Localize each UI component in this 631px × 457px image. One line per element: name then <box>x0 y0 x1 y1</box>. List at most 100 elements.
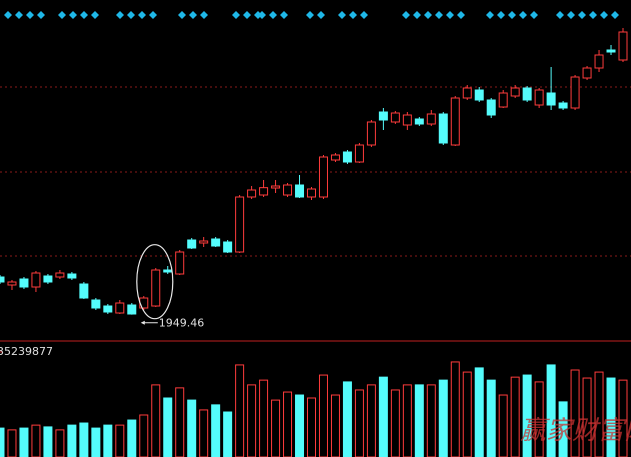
annotation-arrowhead <box>140 320 145 325</box>
candle-body <box>498 92 508 108</box>
candle-body <box>103 305 113 313</box>
candle-body <box>390 112 400 123</box>
signal-diamond <box>243 11 251 19</box>
candle-body <box>378 111 388 121</box>
signal-diamond <box>338 11 346 19</box>
signal-diamond <box>424 11 432 19</box>
candle-body <box>522 87 532 101</box>
signal-diamond <box>232 11 240 19</box>
signal-diamond <box>269 11 277 19</box>
volume-bar <box>582 377 592 457</box>
candle-body <box>438 113 448 144</box>
volume-bar <box>283 391 293 457</box>
signal-diamond <box>116 11 124 19</box>
candle-body <box>582 67 592 79</box>
candle-body <box>558 102 568 109</box>
candle-body <box>79 283 89 299</box>
candle-body <box>534 89 544 106</box>
candle-body <box>330 154 340 161</box>
candle-body <box>0 276 5 283</box>
candle-body <box>283 184 293 196</box>
signal-diamond <box>556 11 564 19</box>
y-tick-label: 35239877 <box>0 345 53 358</box>
volume-bar <box>223 411 233 457</box>
candle-body <box>55 272 65 278</box>
signal-diamond <box>189 11 197 19</box>
candle-body <box>67 273 77 279</box>
candle-body <box>175 251 185 275</box>
signal-diamond <box>349 11 357 19</box>
signal-diamond <box>457 11 465 19</box>
volume-bar <box>486 379 496 457</box>
volume-bar <box>199 409 209 457</box>
signal-diamond <box>508 11 516 19</box>
volume-bar <box>259 379 269 457</box>
signal-diamond <box>413 11 421 19</box>
signal-diamond <box>446 11 454 19</box>
volume-bar <box>522 374 532 457</box>
volume-bar <box>450 361 460 457</box>
volume-bar <box>139 414 149 457</box>
volume-bar <box>426 384 436 457</box>
volume-bar <box>187 399 197 457</box>
watermark: 赢家财富网 <box>520 416 631 446</box>
volume-bar <box>115 424 125 457</box>
candle-body <box>247 189 257 198</box>
signal-diamond <box>91 11 99 19</box>
signal-diamond <box>149 11 157 19</box>
signal-diamond <box>589 11 597 19</box>
signal-diamond <box>69 11 77 19</box>
candle-body <box>7 281 17 286</box>
signal-diamond <box>306 11 314 19</box>
signal-diamond <box>258 11 266 19</box>
volume-bar <box>330 394 340 457</box>
volume-bar <box>127 419 137 457</box>
volume-bar <box>414 384 424 457</box>
signal-row <box>4 11 619 19</box>
volume-bar <box>79 422 89 457</box>
signal-diamond <box>567 11 575 19</box>
signal-diamond <box>402 11 410 19</box>
highlight-circle <box>136 244 174 320</box>
volume-bar <box>0 427 5 457</box>
volume-bar <box>318 374 328 457</box>
candle-body <box>91 299 101 309</box>
signal-diamond <box>486 11 494 19</box>
volume-bar <box>91 427 101 457</box>
volume-bar <box>67 424 77 457</box>
candle-body <box>426 113 436 125</box>
candle-body <box>199 240 209 244</box>
signal-diamond <box>138 11 146 19</box>
candle-body <box>295 184 305 198</box>
candle-body <box>450 97 460 146</box>
volume-bar <box>19 427 29 457</box>
volume-bar <box>618 379 628 457</box>
signal-diamond <box>37 11 45 19</box>
candle-body <box>354 144 364 163</box>
candle-body <box>366 121 376 146</box>
volume-bar <box>55 429 65 457</box>
signal-diamond <box>317 11 325 19</box>
candle-body <box>223 241 233 253</box>
candle-body <box>19 278 29 288</box>
candle-body <box>31 272 41 288</box>
candle-body <box>43 275 53 283</box>
signal-diamond <box>127 11 135 19</box>
signal-diamond <box>58 11 66 19</box>
candle-body <box>271 185 281 189</box>
volume-bar <box>390 389 400 457</box>
candle-body <box>546 92 556 106</box>
candle-body <box>474 89 484 101</box>
volume-bar <box>151 384 161 457</box>
candle-body <box>127 304 137 315</box>
candle-body <box>187 239 197 249</box>
candle-body <box>342 151 352 163</box>
signal-diamond <box>4 11 12 19</box>
signal-diamond <box>200 11 208 19</box>
volume-bar <box>31 424 41 457</box>
volume-bar <box>103 424 113 457</box>
candle-body <box>235 196 245 253</box>
candle-body <box>414 118 424 125</box>
